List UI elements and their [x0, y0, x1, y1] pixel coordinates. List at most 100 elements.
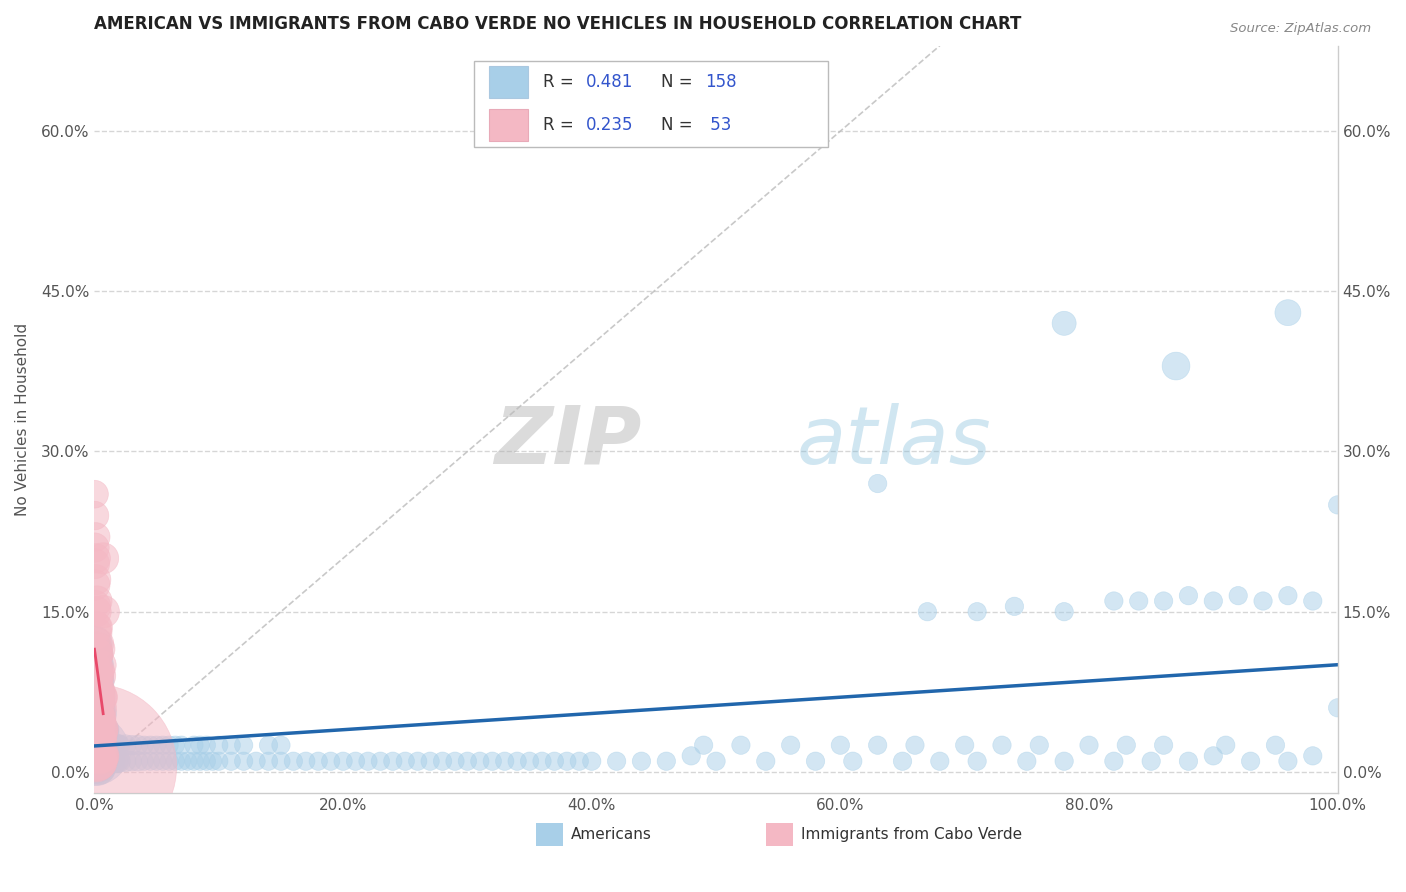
Point — [86, 594, 108, 608]
Point — [86, 690, 108, 705]
Point — [84, 738, 107, 752]
Point — [83, 690, 105, 705]
Point — [108, 738, 131, 752]
Point — [170, 738, 193, 752]
Point — [83, 642, 105, 657]
Point — [543, 754, 565, 768]
Point — [86, 664, 108, 678]
Point — [91, 738, 114, 752]
Point — [89, 669, 111, 683]
Point — [1215, 738, 1237, 752]
Point — [1277, 306, 1299, 320]
Text: N =: N = — [661, 116, 699, 134]
Point — [704, 754, 727, 768]
Point — [90, 748, 112, 763]
Text: AMERICAN VS IMMIGRANTS FROM CABO VERDE NO VEHICLES IN HOUSEHOLD CORRELATION CHAR: AMERICAN VS IMMIGRANTS FROM CABO VERDE N… — [94, 15, 1022, 33]
Point — [1277, 754, 1299, 768]
Point — [90, 748, 112, 763]
Point — [134, 738, 156, 752]
Point — [98, 754, 121, 768]
Point — [98, 738, 121, 752]
Point — [195, 754, 218, 768]
Text: 0.235: 0.235 — [585, 116, 633, 134]
Point — [90, 690, 112, 705]
Point — [208, 738, 231, 752]
Point — [152, 754, 174, 768]
Point — [83, 743, 105, 757]
Point — [1128, 594, 1150, 608]
Point — [1140, 754, 1163, 768]
Point — [139, 738, 162, 752]
Point — [86, 732, 108, 747]
Point — [86, 696, 108, 710]
Point — [468, 754, 491, 768]
Point — [83, 557, 105, 571]
Point — [101, 738, 124, 752]
Point — [87, 696, 110, 710]
Point — [1028, 738, 1050, 752]
Point — [84, 754, 107, 768]
Point — [83, 759, 105, 773]
Point — [904, 738, 927, 752]
Point — [1053, 754, 1076, 768]
Point — [90, 722, 112, 736]
Point — [83, 664, 105, 678]
Point — [90, 690, 112, 705]
Point — [87, 637, 110, 651]
Point — [201, 754, 224, 768]
Point — [494, 754, 516, 768]
Point — [606, 754, 628, 768]
Point — [83, 658, 105, 673]
Point — [114, 754, 136, 768]
Point — [83, 508, 105, 523]
Point — [91, 754, 114, 768]
Point — [90, 690, 112, 705]
Point — [84, 669, 107, 683]
Point — [84, 711, 107, 725]
Point — [842, 754, 865, 768]
Point — [630, 754, 652, 768]
Text: R =: R = — [543, 116, 579, 134]
Point — [692, 738, 714, 752]
Point — [165, 754, 187, 768]
Point — [357, 754, 380, 768]
Point — [96, 754, 118, 768]
Point — [83, 706, 105, 720]
Text: 0.481: 0.481 — [585, 73, 633, 91]
Point — [84, 626, 107, 640]
Point — [891, 754, 914, 768]
Point — [90, 754, 112, 768]
Point — [83, 727, 105, 741]
Point — [84, 605, 107, 619]
Point — [319, 754, 342, 768]
Point — [96, 722, 118, 736]
Point — [84, 701, 107, 715]
Point — [87, 664, 110, 678]
Point — [87, 685, 110, 699]
Point — [86, 711, 108, 725]
Point — [1164, 359, 1187, 373]
Point — [90, 706, 112, 720]
Point — [86, 648, 108, 662]
Point — [90, 738, 112, 752]
Point — [1251, 594, 1274, 608]
Point — [89, 738, 111, 752]
Text: atlas: atlas — [797, 403, 991, 481]
Point — [1277, 589, 1299, 603]
Point — [1202, 594, 1225, 608]
Point — [270, 754, 292, 768]
Point — [1239, 754, 1261, 768]
Point — [83, 674, 105, 689]
Point — [83, 648, 105, 662]
Point — [270, 738, 292, 752]
Point — [188, 754, 211, 768]
Point — [1053, 316, 1076, 330]
Point — [127, 754, 149, 768]
Point — [108, 754, 131, 768]
Point — [87, 664, 110, 678]
Point — [89, 701, 111, 715]
Point — [84, 551, 107, 566]
Point — [89, 748, 111, 763]
Point — [93, 754, 115, 768]
Point — [157, 754, 180, 768]
